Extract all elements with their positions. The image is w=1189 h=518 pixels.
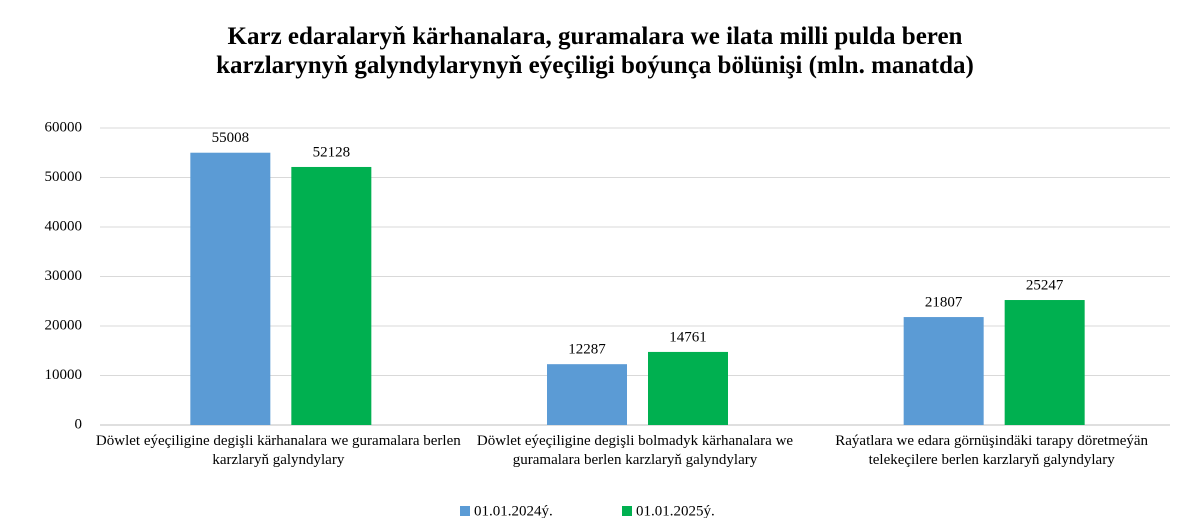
x-tick-label: Döwlet eýeçiligine degişli bolmadyk kärh… <box>476 433 794 468</box>
data-label: 12287 <box>568 342 606 358</box>
bar <box>1004 300 1085 425</box>
chart-title: Karz edaralaryň kärhanalara, guramalara … <box>216 23 974 79</box>
data-label: 25247 <box>1026 277 1064 293</box>
y-tick-label: 20000 <box>45 317 83 333</box>
bar <box>190 152 271 426</box>
legend-swatch <box>460 506 470 516</box>
bar <box>291 166 372 425</box>
y-tick-label: 10000 <box>45 367 83 383</box>
x-tick-label: Raýatlara we edara görnüşindäki tarapy d… <box>835 433 1149 468</box>
legend-label: 01.01.2024ý. <box>474 503 553 518</box>
x-tick-label: Döwlet eýeçiligine degişli kärhanalara w… <box>95 433 461 468</box>
data-label: 52128 <box>313 144 351 160</box>
bar <box>547 364 627 425</box>
legend-label: 01.01.2025ý. <box>636 503 715 518</box>
bar <box>903 317 984 425</box>
data-label: 55008 <box>212 130 250 146</box>
legend-swatch <box>622 506 632 516</box>
bar <box>648 351 728 425</box>
y-tick-label: 50000 <box>45 169 83 185</box>
data-label: 21807 <box>925 294 963 310</box>
y-tick-label: 30000 <box>45 268 83 284</box>
y-tick-label: 0 <box>75 416 83 432</box>
y-tick-label: 40000 <box>45 218 83 234</box>
y-tick-label: 60000 <box>45 119 83 135</box>
data-label: 14761 <box>669 329 707 345</box>
